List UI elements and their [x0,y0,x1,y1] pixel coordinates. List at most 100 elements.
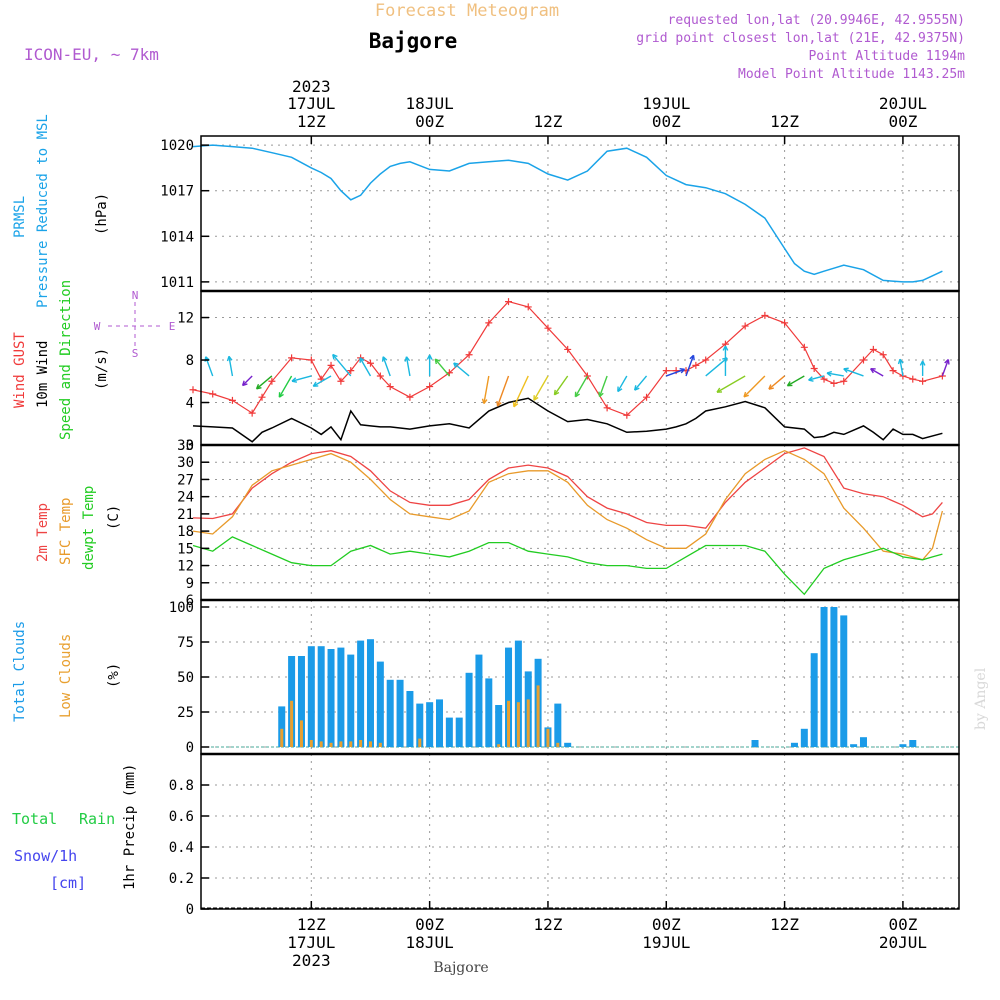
wind-arrow-head [786,381,793,387]
wind-arrow-head [381,356,388,362]
total-cloud-bar [357,640,365,747]
total-cloud-bar [505,647,513,747]
gust-point [702,356,710,364]
wind-arrow-head [574,391,580,398]
wind-direction-arrow [574,375,589,398]
point-altitude: Point Altitude 1194m [808,49,965,64]
y-tick-label: 0 [186,438,194,454]
watermark: by Angel [973,667,989,730]
sfc-temp-label: SFC Temp [58,498,74,565]
total-cloud-bar [800,728,808,747]
gust-point [909,375,917,383]
wind-direction-arrow [598,375,608,397]
total-cloud-bar [899,744,907,747]
time-label-top-hour: 12Z [534,112,563,131]
gust-point [879,351,887,359]
wind-arrow-head [434,358,441,365]
total-cloud-bar [465,672,473,747]
y-tick-label: 0.2 [169,871,194,887]
gust-point [800,343,808,351]
gust-point [603,404,611,412]
total-cloud-bar [495,705,503,747]
wind-arrow-head [633,385,640,391]
y-tick-label: 4 [186,396,194,412]
pressure-desc-label: Pressure Reduced to MSL [35,114,51,308]
wind-direction-arrow [483,375,490,404]
panel-frame [200,753,960,910]
gust-point [623,411,631,419]
time-label-bottom-year: 2023 [292,951,331,970]
wind-direction-arrow [382,356,391,377]
wind-direction-arrow [899,359,904,377]
wind-direction-arrow [685,355,695,377]
wind-arrow-head [481,398,488,404]
time-axis-layer: 202317JUL12Z12Z17JUL202318JUL00Z00Z18JUL… [287,77,927,970]
y-tick-label: 12 [177,559,194,575]
low-cloud-bar [299,720,303,747]
wind-arrow-head [919,360,926,366]
low-cloud-bar [536,685,540,747]
wind-arrow-head [870,368,876,374]
total-cloud-bar [475,654,483,747]
total-cloud-bar [317,646,325,747]
low-cloud-bar [349,741,353,747]
compass-icon: N S W E [94,289,176,360]
gust-point [781,319,789,327]
gust-point [544,324,552,332]
cloud-labels: Total Clouds Low Clouds (%) [12,621,122,722]
total-cloud-bar [485,678,493,747]
wind-arrow-head [944,359,950,365]
wind-arrow-head [291,377,298,383]
gust-point [761,311,769,319]
time-label-top-day: 17JUL [287,94,335,113]
gust-point [228,396,236,404]
wind-direction-arrow [405,356,411,377]
total-cloud-bar [406,691,414,747]
gust-point [840,377,848,385]
time-label-top-hour: 12Z [770,112,799,131]
low-clouds-label: Low Clouds [58,634,74,718]
total-cloud-bar [297,656,305,747]
wind-arrow-head [226,355,233,362]
gust-point [859,356,867,364]
gust-point [258,393,266,401]
wind-direction-arrow [513,375,529,408]
wind-arrow-head [617,386,623,393]
wind-direction-arrow [496,375,510,407]
y-tick-label: 0.4 [169,840,194,856]
wind-arrow-head [332,353,338,360]
wind-direction-arrow [312,375,332,387]
wind-arrow-head [743,391,749,398]
y-tick-label: 1017 [160,184,194,200]
low-cloud-bar [329,742,333,747]
total-cloud-bar [307,646,315,747]
compass-w: W [94,320,101,333]
gust-point [564,345,572,353]
wind-direction-arrow [716,375,746,393]
wind-arrow-head [722,345,729,351]
rain-label: Rain [79,810,115,828]
precip-unit-label: 1hr Precip (mm) [122,764,138,890]
wind-arrow-head [598,391,604,398]
wind-direction-arrow [278,375,293,398]
gust-point [662,367,670,375]
y-tick-label: 24 [177,490,194,506]
y-tick-label: 33 [177,438,194,454]
gust-point [938,372,946,380]
gust-point [288,354,296,362]
total-cloud-bar [850,744,858,747]
footer-location: Bajgore [433,960,488,976]
pressure-line [192,144,943,283]
wind-direction-arrow [256,375,273,390]
time-label-top-day: 20JUL [879,94,927,113]
low-cloud-bar [368,741,372,747]
wind-unit-label: (m/s) [94,348,110,390]
gust-point [692,361,700,369]
time-label-bottom-day: 17JUL [287,933,335,952]
gust-point [307,356,315,364]
total-cloud-bar [396,679,404,747]
location-title: Bajgore [369,29,458,53]
total-cloud-bar [859,737,867,747]
low-cloud-bar [526,699,530,747]
panel-frame [200,444,960,601]
